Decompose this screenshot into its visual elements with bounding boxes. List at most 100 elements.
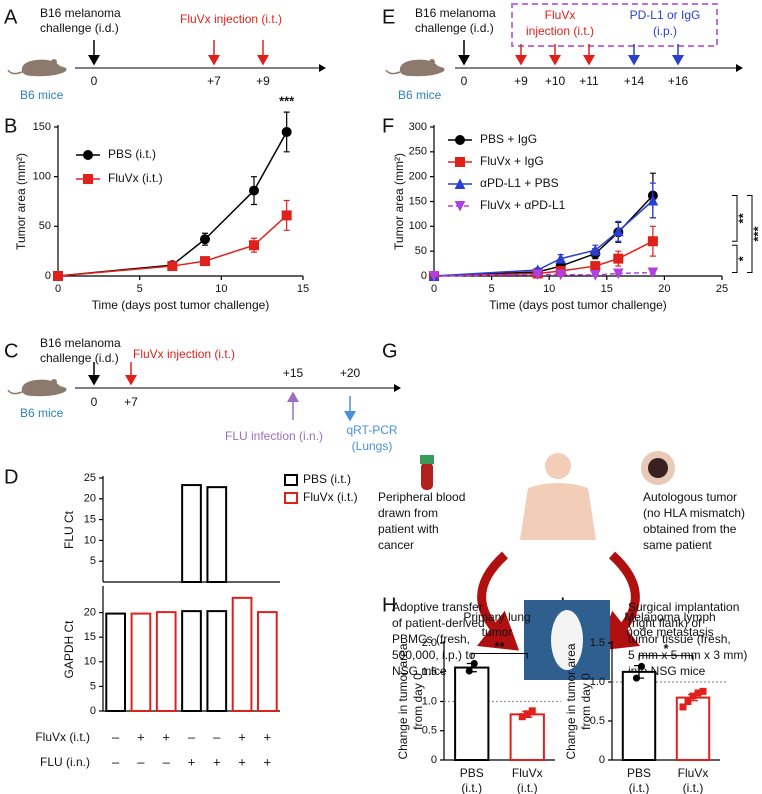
bar xyxy=(105,612,126,712)
series-line xyxy=(433,199,654,277)
day-label: +15 xyxy=(283,366,304,380)
bar xyxy=(206,486,228,584)
y-tick-label: 0 xyxy=(431,754,437,766)
blood-text: cancer xyxy=(378,538,414,552)
y-axis-label: GAPDH Ct xyxy=(62,620,76,679)
bar xyxy=(231,596,253,713)
marker xyxy=(589,270,601,281)
chart-title: Primary lung xyxy=(463,610,530,624)
x-tick-label: 15 xyxy=(601,283,613,295)
data-point xyxy=(679,703,687,711)
y-tick-label: 15 xyxy=(84,514,96,526)
significance: * xyxy=(663,641,669,656)
data-point xyxy=(523,710,531,718)
condition-sign: + xyxy=(264,754,272,769)
bar xyxy=(155,611,177,712)
significance-bracket xyxy=(732,195,738,242)
data-point xyxy=(684,698,692,705)
y-tick-label: 100 xyxy=(409,220,427,232)
tumor-text: (no HLA mismatch) xyxy=(643,506,745,520)
y-tick-label: 5 xyxy=(90,680,96,692)
bar xyxy=(181,610,202,713)
condition-sign: + xyxy=(238,754,246,769)
y-tick-label: 150 xyxy=(409,195,427,207)
challenge-label: challenge (i.d.) xyxy=(415,21,494,35)
significance: ** xyxy=(494,639,505,654)
x-axis-label: Time (days post tumor challenge) xyxy=(489,298,667,312)
panel-label: D xyxy=(4,466,18,488)
marker xyxy=(555,252,567,264)
y-tick-label: 25 xyxy=(84,472,96,484)
y-tick-label: 100 xyxy=(33,171,51,183)
y-tick-label: 5 xyxy=(90,555,96,567)
condition-sign: + xyxy=(137,729,145,744)
data-point xyxy=(470,659,478,667)
legend-swatch xyxy=(284,474,298,486)
marker xyxy=(200,234,210,245)
marker xyxy=(53,271,63,281)
marker xyxy=(589,244,601,256)
y-tick-label: 10 xyxy=(84,656,96,668)
y-axis-label: from day 0 xyxy=(579,673,593,730)
challenge-label: B16 melanoma xyxy=(40,6,121,20)
day-label: +14 xyxy=(624,74,645,88)
marker xyxy=(590,261,601,272)
chart-title: Melanoma lymph xyxy=(624,610,715,624)
x-tick-label: 20 xyxy=(658,283,670,295)
tumor-text: Autologous tumor xyxy=(643,490,737,504)
y-tick-label: 1.0 xyxy=(590,676,605,688)
challenge-label: challenge (i.d.) xyxy=(40,351,119,365)
condition-sign: – xyxy=(112,729,120,744)
condition-sign: + xyxy=(264,729,272,744)
marker xyxy=(647,194,659,206)
legend-marker xyxy=(83,174,93,184)
condition-label: FLU (i.n.) xyxy=(40,755,90,769)
legend-label: PBS (i.t.) xyxy=(108,147,156,161)
legend-marker xyxy=(455,135,465,145)
panel-label: H xyxy=(382,594,396,616)
significance: ** xyxy=(735,212,750,223)
blood-tube xyxy=(421,462,433,490)
day-label: +7 xyxy=(207,74,221,88)
mouse-icon xyxy=(7,378,68,397)
marker xyxy=(167,261,178,272)
y-axis-label: from day 0 xyxy=(411,673,425,730)
y-tick-label: 20 xyxy=(84,607,96,619)
tumor xyxy=(648,458,668,478)
legend-marker xyxy=(83,150,93,160)
panel-label: E xyxy=(382,6,395,28)
tumor-text: same patient xyxy=(643,538,712,552)
marker xyxy=(532,269,543,281)
data-point xyxy=(518,713,526,721)
legend-label: PBS + IgG xyxy=(480,132,537,146)
x-tick-label: 10 xyxy=(543,283,555,295)
challenge-label: challenge (i.d.) xyxy=(40,21,119,35)
significance-bracket xyxy=(732,244,738,274)
bar xyxy=(130,612,152,712)
bar xyxy=(257,611,278,712)
blood-text: drawn from xyxy=(378,506,438,520)
legend-marker xyxy=(454,201,466,212)
condition-sign: – xyxy=(163,754,171,769)
marker xyxy=(647,236,658,247)
transfer-text: Adoptive transfer xyxy=(392,600,483,614)
series-line xyxy=(433,240,654,277)
y-axis-label: Tumor area (mm²) xyxy=(392,153,406,250)
legend-swatch xyxy=(284,492,298,504)
y-axis-label: Change in tumor area xyxy=(396,643,410,759)
condition-sign: – xyxy=(188,729,196,744)
day-label: 0 xyxy=(91,395,98,409)
antibody-label: (i.p.) xyxy=(653,24,677,38)
mouse-label: B6 mice xyxy=(20,88,64,102)
y-axis-label: Tumor area (mm²) xyxy=(14,153,28,250)
panel-label: B xyxy=(4,115,17,137)
y-tick-label: 0.5 xyxy=(422,725,437,737)
day-label: 0 xyxy=(461,74,468,88)
transfer-text: PBMCs (fresh, xyxy=(392,632,470,646)
data-point xyxy=(465,667,473,675)
x-tick-label: 15 xyxy=(297,283,309,295)
marker xyxy=(613,268,624,280)
y-tick-label: 1.5 xyxy=(590,637,605,649)
x-tick-sublabel: (i.t.) xyxy=(461,781,482,794)
curved-arrow xyxy=(476,551,520,651)
